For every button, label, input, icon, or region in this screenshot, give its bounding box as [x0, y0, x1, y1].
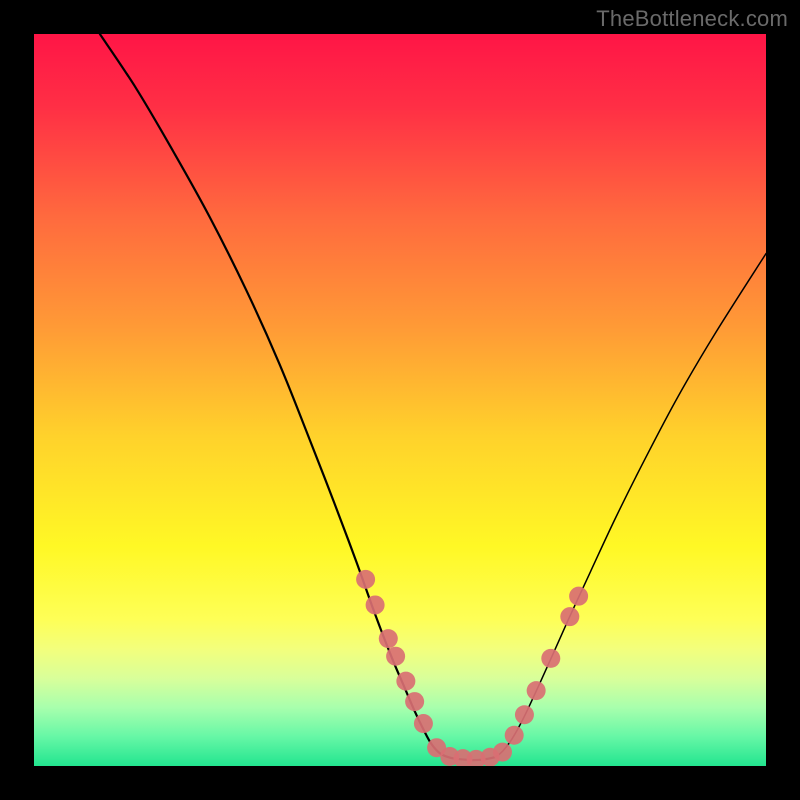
- data-dot: [396, 672, 415, 691]
- data-dot: [366, 595, 385, 614]
- data-dot: [414, 714, 433, 733]
- data-dot: [505, 726, 524, 745]
- chart-frame: TheBottleneck.com: [0, 0, 800, 800]
- data-dot: [527, 681, 546, 700]
- data-dot: [560, 607, 579, 626]
- bottleneck-curve-chart: [0, 0, 800, 800]
- data-dot: [405, 692, 424, 711]
- data-dot: [493, 743, 512, 762]
- data-dot: [515, 705, 534, 724]
- watermark-text: TheBottleneck.com: [596, 6, 788, 32]
- data-dot: [541, 649, 560, 668]
- data-dot: [569, 587, 588, 606]
- data-dot: [386, 647, 405, 666]
- data-dot: [356, 570, 375, 589]
- data-dot: [379, 629, 398, 648]
